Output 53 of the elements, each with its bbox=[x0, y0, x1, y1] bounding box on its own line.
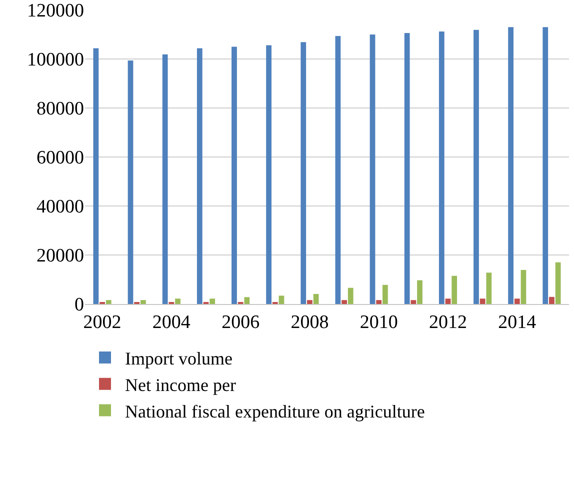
legend-label: Net income per bbox=[125, 374, 236, 395]
bar bbox=[370, 34, 376, 304]
bar bbox=[278, 296, 284, 304]
y-tick-label: 40000 bbox=[36, 196, 84, 218]
y-tick-label: 120000 bbox=[27, 0, 84, 22]
bar bbox=[162, 54, 168, 304]
bar bbox=[128, 60, 134, 304]
bar bbox=[382, 284, 388, 304]
bar bbox=[452, 276, 458, 304]
bar bbox=[445, 298, 451, 304]
bar bbox=[342, 300, 347, 304]
bar bbox=[307, 300, 312, 304]
x-tick-label: 2014 bbox=[498, 312, 537, 333]
x-tick-label: 2012 bbox=[429, 312, 467, 333]
x-tick-label: 2006 bbox=[222, 312, 260, 333]
bar bbox=[438, 32, 444, 304]
bar bbox=[232, 46, 237, 304]
bar bbox=[474, 30, 479, 304]
bar bbox=[335, 36, 341, 304]
bar bbox=[404, 33, 410, 304]
bar bbox=[93, 48, 99, 304]
bar bbox=[410, 300, 416, 304]
x-tick-label: 2004 bbox=[152, 312, 191, 333]
x-tick-label: 2002 bbox=[83, 312, 122, 333]
x-tick-label: 2008 bbox=[290, 312, 329, 333]
bar bbox=[508, 27, 514, 304]
y-tick-label: 100000 bbox=[27, 50, 84, 71]
y-tick-label: 0 bbox=[74, 294, 84, 316]
bar bbox=[196, 48, 202, 304]
bar bbox=[486, 272, 492, 304]
bar bbox=[542, 27, 548, 304]
y-tick-label: 60000 bbox=[36, 148, 84, 169]
bar bbox=[417, 280, 422, 304]
x-tick-label: 2010 bbox=[360, 312, 398, 333]
bar bbox=[520, 270, 526, 304]
bar bbox=[140, 300, 146, 304]
bar bbox=[549, 296, 554, 304]
bar bbox=[480, 298, 486, 304]
bar bbox=[348, 288, 354, 304]
bar bbox=[376, 300, 382, 304]
y-tick-label: 80000 bbox=[36, 98, 84, 120]
legend-label: Import volume bbox=[125, 348, 232, 368]
bar bbox=[175, 298, 180, 304]
bar bbox=[244, 297, 250, 304]
legend-label: National fiscal expenditure on agriculture bbox=[125, 401, 425, 422]
bar bbox=[300, 42, 306, 304]
bar bbox=[106, 300, 112, 304]
bar bbox=[555, 262, 561, 304]
bar bbox=[514, 298, 520, 304]
bar bbox=[210, 298, 216, 304]
y-tick-label: 20000 bbox=[36, 246, 84, 267]
bar bbox=[313, 294, 319, 304]
bar bbox=[266, 45, 272, 304]
